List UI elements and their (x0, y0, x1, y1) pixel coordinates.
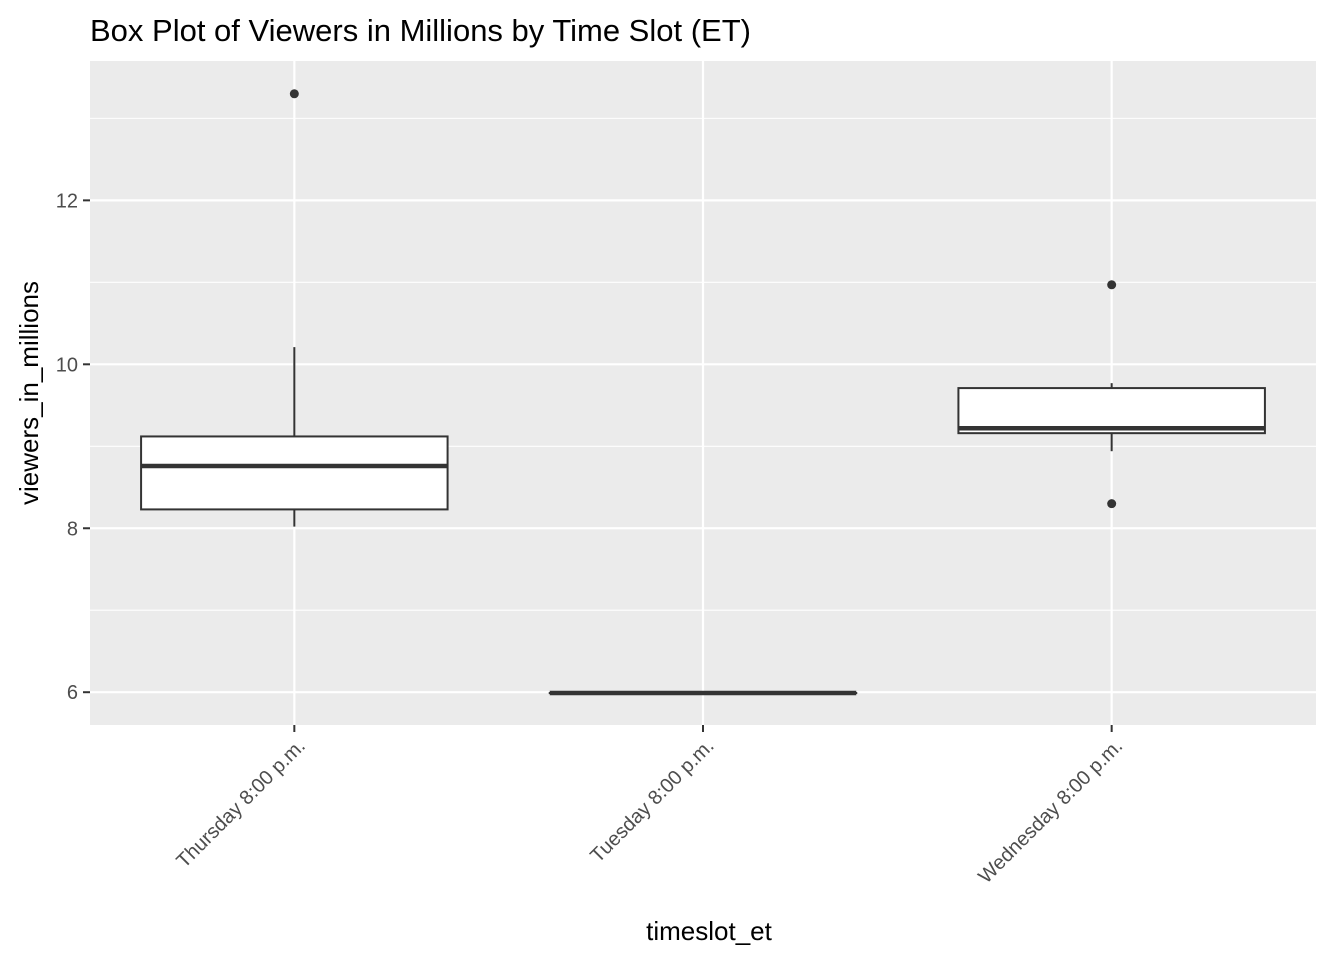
x-tick-label: Thursday 8:00 p.m. (172, 735, 309, 872)
outlier-point (1107, 499, 1117, 509)
y-tick-label: 6 (67, 682, 78, 704)
y-tick-label: 10 (56, 354, 78, 376)
y-axis-title: viewers_in_millions (14, 281, 44, 505)
x-tick-label: Wednesday 8:00 p.m. (974, 735, 1127, 888)
outlier-point (1107, 280, 1117, 290)
y-tick-label: 12 (56, 190, 78, 212)
y-tick-label: 8 (67, 518, 78, 540)
box-iqr (140, 435, 449, 511)
x-axis-title: timeslot_et (646, 916, 772, 946)
chart-title: Box Plot of Viewers in Millions by Time … (90, 13, 751, 48)
outlier-point (289, 89, 299, 99)
x-tick-label: Tuesday 8:00 p.m. (586, 735, 718, 867)
box-iqr (957, 387, 1266, 435)
boxes (140, 89, 1266, 696)
